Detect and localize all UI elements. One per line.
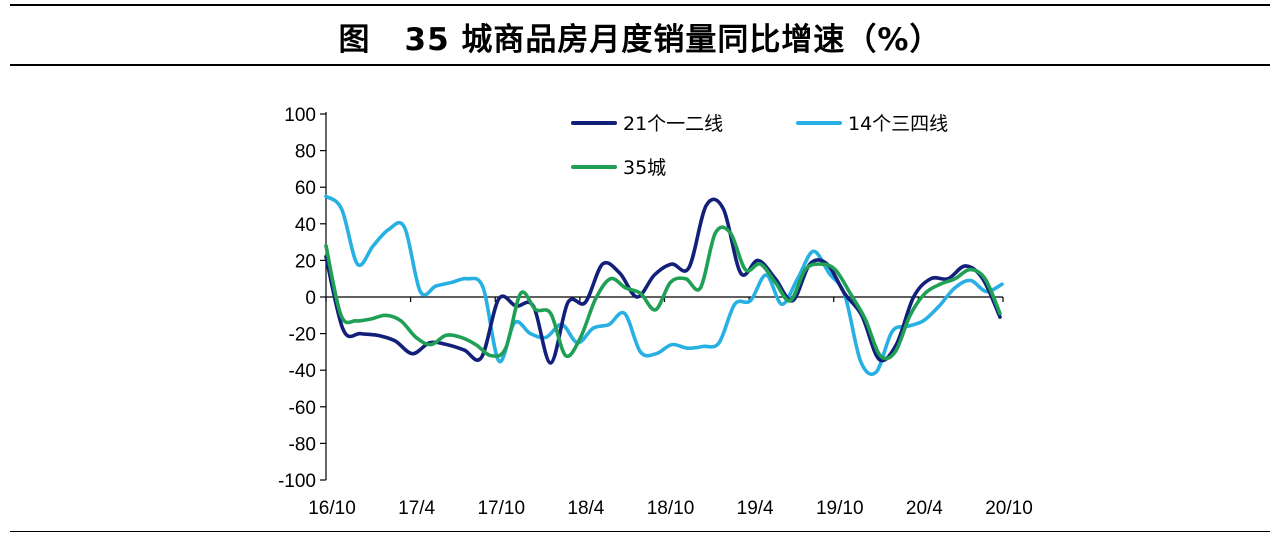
series-group — [324, 194, 1004, 376]
series-line — [324, 194, 1004, 376]
x-tick-label: 18/10 — [647, 498, 695, 519]
x-axis: 16/10 17/4 17/10 18/4 18/10 19/4 19/10 20/4 20/1… — [308, 296, 1033, 519]
legend-label: 35城 — [623, 157, 666, 179]
series-line — [324, 197, 1002, 365]
chart-title: 图 35 城商品房月度销量同比增速（%） — [0, 14, 1280, 59]
y-tick-label: -80 — [289, 434, 316, 455]
y-tick-label: 0 — [305, 288, 316, 309]
x-tick-label: 19/10 — [816, 498, 864, 519]
y-tick-label: 20 — [295, 251, 316, 272]
figure-label: 图 — [338, 22, 371, 58]
y-axis: 100 80 60 40 20 0 -20 -40 -60 -80 -100 — [278, 105, 327, 492]
top-rule — [10, 4, 1270, 6]
y-tick-label: 80 — [295, 142, 316, 163]
x-tick-label: 16/10 — [308, 498, 356, 519]
x-tick-label: 20/10 — [985, 498, 1033, 519]
y-tick-label: -100 — [278, 471, 316, 492]
y-tick-label: -40 — [289, 361, 316, 382]
x-tick-label: 20/4 — [906, 498, 943, 519]
legend-label: 14个三四线 — [848, 113, 948, 135]
y-tick-label: 100 — [284, 105, 316, 126]
legend-label: 21个一二线 — [623, 113, 723, 135]
y-tick-label: 60 — [295, 178, 316, 199]
x-tick-label: 17/4 — [398, 498, 435, 519]
title-rule — [10, 64, 1270, 66]
bottom-rule — [10, 531, 1270, 532]
x-tick-label: 19/4 — [737, 498, 774, 519]
legend: 21个一二线 14个三四线 35城 — [571, 113, 948, 179]
y-tick-label: -20 — [289, 325, 316, 346]
title-text: 35 城商品房月度销量同比增速（%） — [404, 22, 942, 58]
series-line — [324, 225, 1002, 361]
y-tick-label: 40 — [295, 215, 316, 236]
x-tick-label: 18/4 — [567, 498, 604, 519]
y-tick-label: -60 — [289, 398, 316, 419]
x-tick-label: 17/10 — [477, 498, 525, 519]
